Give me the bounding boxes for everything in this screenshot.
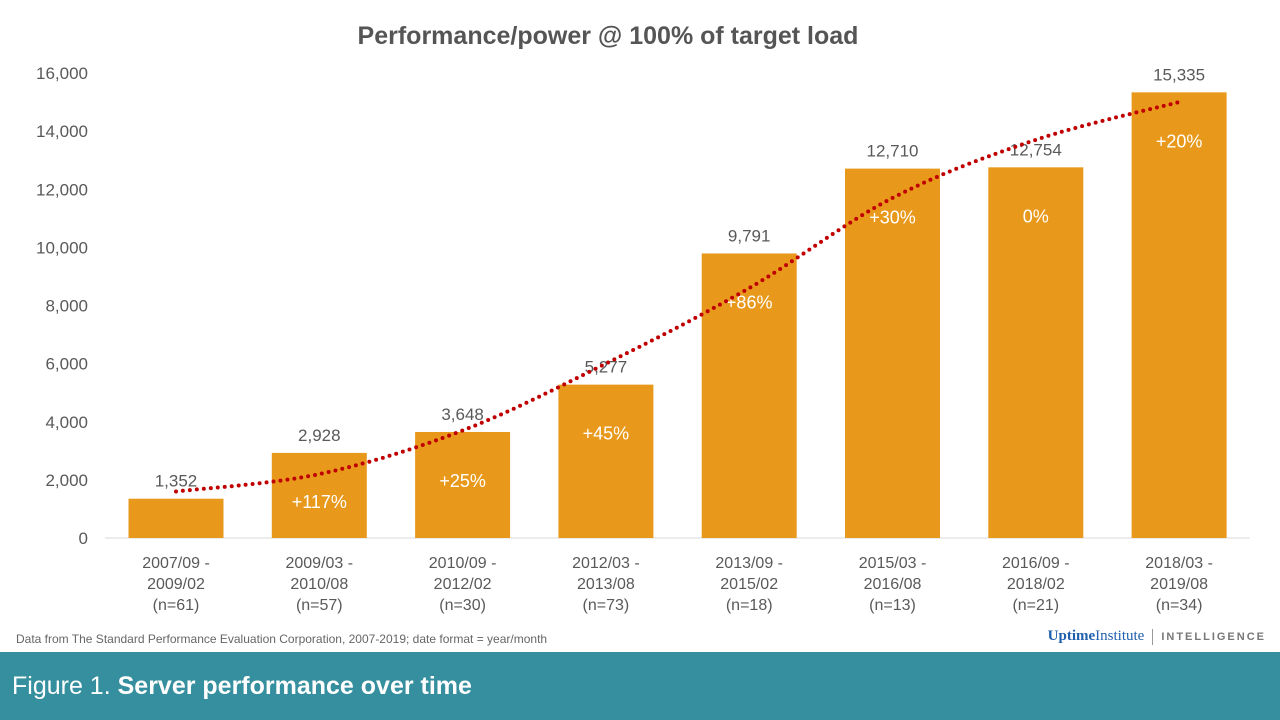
- x-tick-label: 2012/03 -: [572, 555, 640, 572]
- x-tick-label: 2015/02: [720, 576, 778, 593]
- uptime-institute-logo: Uptime Institute INTELLIGENCE: [1048, 628, 1266, 645]
- change-label: +45%: [583, 424, 630, 444]
- y-tick-label: 6,000: [45, 355, 88, 374]
- bar-chart: 0 2,000 4,000 6,000 8,000 10,000 12,000 14,000 1…: [36, 64, 1250, 614]
- x-tick-label: 2009/02: [147, 576, 205, 593]
- change-label: +30%: [869, 208, 916, 228]
- x-tick-label: 2010/08: [290, 576, 348, 593]
- logo-uptime: Uptime: [1047, 628, 1096, 644]
- x-tick-label: 2018/03 -: [1145, 555, 1213, 572]
- x-tick-label: (n=34): [1156, 597, 1203, 614]
- figure-caption: Figure 1. Server performance over time: [12, 672, 472, 701]
- x-tick-label: 2007/09 -: [142, 555, 210, 572]
- logo-institute: Institute: [1095, 628, 1145, 644]
- change-label: 0%: [1023, 206, 1049, 226]
- data-label: 12,754: [1010, 140, 1062, 159]
- bar: [845, 168, 940, 538]
- x-tick-label: (n=21): [1012, 597, 1059, 614]
- x-tick-label: 2009/03 -: [285, 555, 353, 572]
- bar: [701, 253, 797, 538]
- x-tick-label: 2016/08: [864, 576, 922, 593]
- bar: [1131, 92, 1227, 538]
- source-note: Data from The Standard Performance Evalu…: [16, 632, 548, 646]
- x-tick-label: 2013/09 -: [715, 555, 783, 572]
- x-tick-label: 2015/03 -: [859, 555, 927, 572]
- x-tick-label: 2016/09 -: [1002, 555, 1070, 572]
- x-tick-label: (n=13): [869, 597, 916, 614]
- x-tick-label: (n=57): [296, 597, 343, 614]
- x-tick-label: (n=18): [726, 597, 773, 614]
- y-tick-label: 10,000: [36, 238, 88, 257]
- x-tick-label: 2013/08: [577, 576, 635, 593]
- data-label: 1,352: [155, 472, 198, 491]
- data-label: 2,928: [298, 426, 341, 445]
- y-tick-label: 2,000: [45, 471, 88, 490]
- data-label: 12,710: [867, 142, 919, 161]
- trend-line: [174, 100, 1182, 494]
- data-label: 3,648: [441, 405, 484, 424]
- y-tick-label: 14,000: [36, 122, 88, 141]
- x-tick-label: (n=73): [583, 597, 630, 614]
- y-tick-label: 4,000: [45, 413, 88, 432]
- x-tick-label: (n=30): [439, 597, 486, 614]
- bar: [558, 384, 654, 538]
- data-label: 5,277: [585, 358, 628, 377]
- y-tick-label: 12,000: [36, 180, 88, 199]
- x-tick-label: 2010/09 -: [429, 555, 497, 572]
- change-label: +25%: [439, 471, 486, 491]
- bar: [415, 431, 511, 538]
- y-tick-label: 0: [79, 529, 88, 548]
- logo-divider: [1152, 628, 1154, 645]
- data-label: 15,335: [1153, 65, 1205, 84]
- x-tick-label: 2012/02: [434, 576, 492, 593]
- change-label: +20%: [1156, 131, 1203, 151]
- change-label: +86%: [726, 292, 773, 312]
- figure-banner: Figure 1. Server performance over time: [0, 652, 1280, 720]
- bar: [988, 167, 1084, 539]
- change-label: +117%: [292, 492, 347, 512]
- data-label: 9,791: [728, 226, 771, 245]
- figure-title: Server performance over time: [117, 672, 472, 700]
- chart-title: Performance/power @ 100% of target load: [357, 22, 859, 50]
- x-tick-label: 2019/08: [1150, 576, 1208, 593]
- x-tick-label: 2018/02: [1007, 576, 1065, 593]
- y-tick-label: 16,000: [36, 64, 88, 83]
- logo-intelligence: INTELLIGENCE: [1161, 630, 1266, 643]
- figure-number: Figure 1.: [12, 672, 118, 700]
- y-tick-label: 8,000: [45, 297, 88, 316]
- x-tick-label: (n=61): [153, 597, 200, 614]
- bar: [128, 498, 224, 538]
